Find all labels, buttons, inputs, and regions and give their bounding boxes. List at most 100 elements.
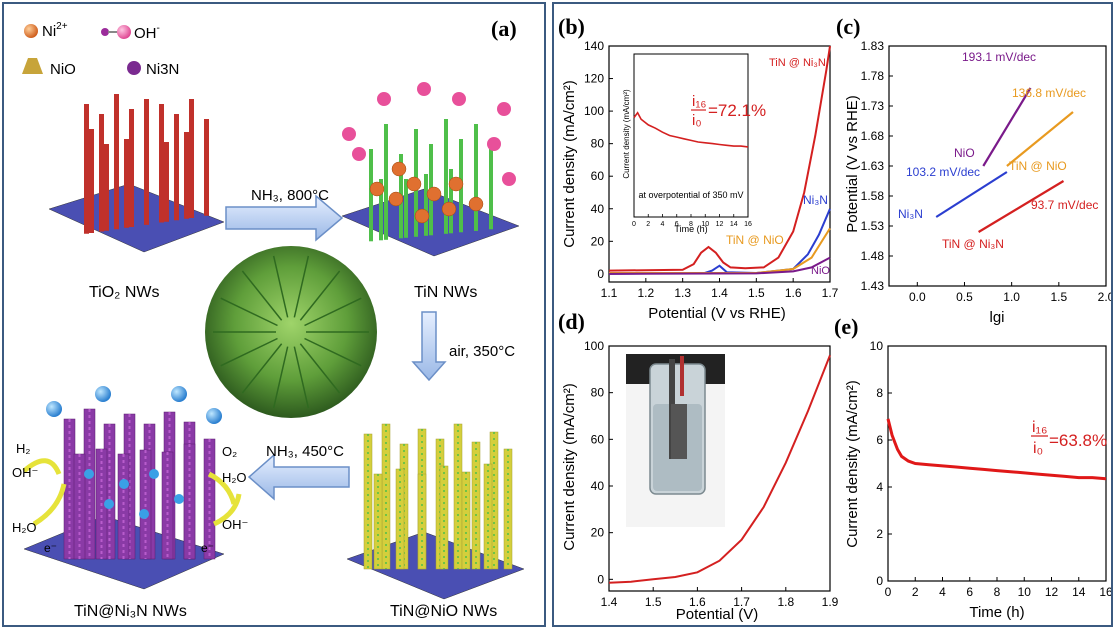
x-tick-label: 1.6 (785, 286, 802, 300)
o2-label: O₂ (222, 444, 237, 459)
x-tick-label: 2 (912, 585, 919, 599)
x-tick-label: 16 (1099, 585, 1111, 599)
y-tick-label: 8 (876, 386, 883, 400)
polarization-curve (608, 354, 831, 584)
schematic-svg: (a) Ni2+ OH- NiO Ni3N TiO₂ NWs NH₃, 800°… (12, 16, 525, 620)
ni-ion-icon (369, 181, 385, 197)
x-tick-label: 1.4 (601, 595, 618, 609)
tio2-substrate (48, 183, 225, 253)
y-tick-label: 0 (597, 572, 604, 586)
ni-ion-icon (414, 208, 430, 224)
inset-x-tick-label: 10 (701, 221, 709, 228)
x-tick-label: 2.0 (1098, 290, 1111, 304)
y-tick-label: 10 (870, 339, 884, 353)
x-tick-label: 0.5 (956, 290, 973, 304)
c-slope-ni3n: 103.2 mV/dec (906, 165, 980, 179)
chart-d-plot-area (608, 345, 831, 592)
oh-o-legend-icon (101, 28, 109, 36)
arrow-step-1 (225, 194, 344, 242)
y-tick-label: 20 (591, 234, 605, 248)
x-tick-label: 1.5 (1050, 290, 1067, 304)
x-tick-label: 1.7 (822, 286, 839, 300)
tio2-rod (174, 114, 179, 221)
tio2-rod (84, 104, 89, 234)
b-label-ni3n: Ni₃N (803, 193, 828, 207)
active-site-icon (174, 494, 184, 504)
chart-d-ylabel: Current density (mA/cm²) (561, 383, 578, 551)
oh-h-legend-icon (117, 25, 131, 39)
panel-a-schematic: (a) Ni2+ OH- NiO Ni3N TiO₂ NWs NH₃, 800°… (2, 2, 546, 627)
gas-bubble-icon (171, 386, 187, 402)
c-slope-tin-ni3n: 93.7 mV/dec (1031, 198, 1098, 212)
tio2-label: TiO₂ NWs (89, 284, 160, 301)
ni-ion-icon (448, 176, 464, 192)
e-ratio-value: =63.8% (1049, 431, 1107, 450)
x-tick-label: 1.4 (711, 286, 728, 300)
chart-c-xlabel: lgi (989, 309, 1004, 326)
hydroxide-icon (417, 82, 431, 96)
y-tick-label: 0 (876, 574, 883, 588)
chart-d: (d) 1.4 1.5 1.6 1.7 1.8 1.9 0 20 40 60 80 100 Poten… (558, 309, 839, 623)
inset-ratio-den: i₀ (692, 112, 702, 129)
e-ratio-den: i₀ (1033, 440, 1043, 457)
c-label-tin-nio: TiN @ NiO (1009, 159, 1067, 173)
x-tick-label: 0.0 (909, 290, 926, 304)
x-tick-label: 1.1 (601, 286, 618, 300)
inset-x-tick-label: 14 (730, 221, 738, 228)
y-tick-label: 0 (597, 267, 604, 281)
chart-b-inset (633, 53, 749, 218)
nio-legend-icon (22, 58, 43, 74)
ni-ion-icon (426, 186, 442, 202)
y-tick-label: 1.48 (861, 249, 885, 263)
tafel-line-3 (978, 180, 1065, 233)
stability-curve (886, 418, 1107, 481)
ni-ion-legend-icon (24, 24, 38, 38)
panel-d-label: (d) (558, 309, 585, 334)
x-tick-label: 4 (939, 585, 946, 599)
nio-rod (439, 465, 449, 570)
inset-series-line (633, 111, 749, 148)
y-tick-label: 20 (591, 526, 605, 540)
tin-rod (384, 124, 388, 240)
active-site-icon (149, 469, 159, 479)
tin-rod (449, 169, 453, 234)
e-ratio-num: i₁₆ (1032, 419, 1047, 436)
active-site-icon (119, 479, 129, 489)
tinnio-label: TiN@NiO NWs (390, 603, 497, 620)
y-tick-label: 1.63 (861, 159, 885, 173)
c-slope-tin-nio: 136.8 mV/dec (1012, 86, 1086, 100)
hydroxide-icon (487, 137, 501, 151)
arrow-step-3 (247, 453, 350, 501)
x-tick-label: 8 (994, 585, 1001, 599)
tin-nio-nanowires (346, 423, 525, 600)
tio2-rod (144, 134, 149, 225)
oh-left-label: OH⁻ (12, 465, 38, 480)
charts-svg: (b) 1.1 1.2 1.3 1.4 1.5 1.6 1.7020406080100120… (558, 14, 1111, 623)
tin-rod (404, 179, 408, 238)
y-tick-label: 80 (591, 386, 605, 400)
c-label-tin-ni3n: TiN @ Ni₃N (942, 237, 1004, 251)
b-label-tin-ni3n: TiN @ Ni₃N (769, 57, 826, 69)
ni3n-rod (73, 453, 86, 560)
y-tick-label: 1.83 (861, 39, 885, 53)
plant-image (205, 246, 377, 418)
hydroxide-icon (452, 92, 466, 106)
chart-e: (e) 0 2 4 6 8 10 12 14 16 0 2 4 6 8 10 Time (h) Curren… (834, 314, 1111, 621)
tin-rod (379, 179, 383, 241)
hydroxide-icon (352, 147, 366, 161)
panel-e-label: (e) (834, 314, 858, 339)
x-tick-label: 1.3 (674, 286, 691, 300)
arrow-step-2 (411, 311, 447, 382)
arrow3-label: NH₃, 450°C (266, 443, 344, 460)
tio2-rod (204, 119, 209, 216)
hydroxide-icon (497, 102, 511, 116)
tio2-rod (104, 144, 109, 231)
nio-rod (373, 473, 383, 570)
series-line-0 (608, 45, 831, 272)
tafel-line-1 (1006, 111, 1074, 167)
nio-rod (417, 473, 427, 570)
legend: Ni2+ OH- NiO Ni3N (22, 21, 179, 78)
inset-ratio-value: =72.1% (708, 101, 766, 120)
inset-x-tick-label: 6 (675, 221, 679, 228)
electron-label-2: e⁻ (201, 541, 214, 555)
